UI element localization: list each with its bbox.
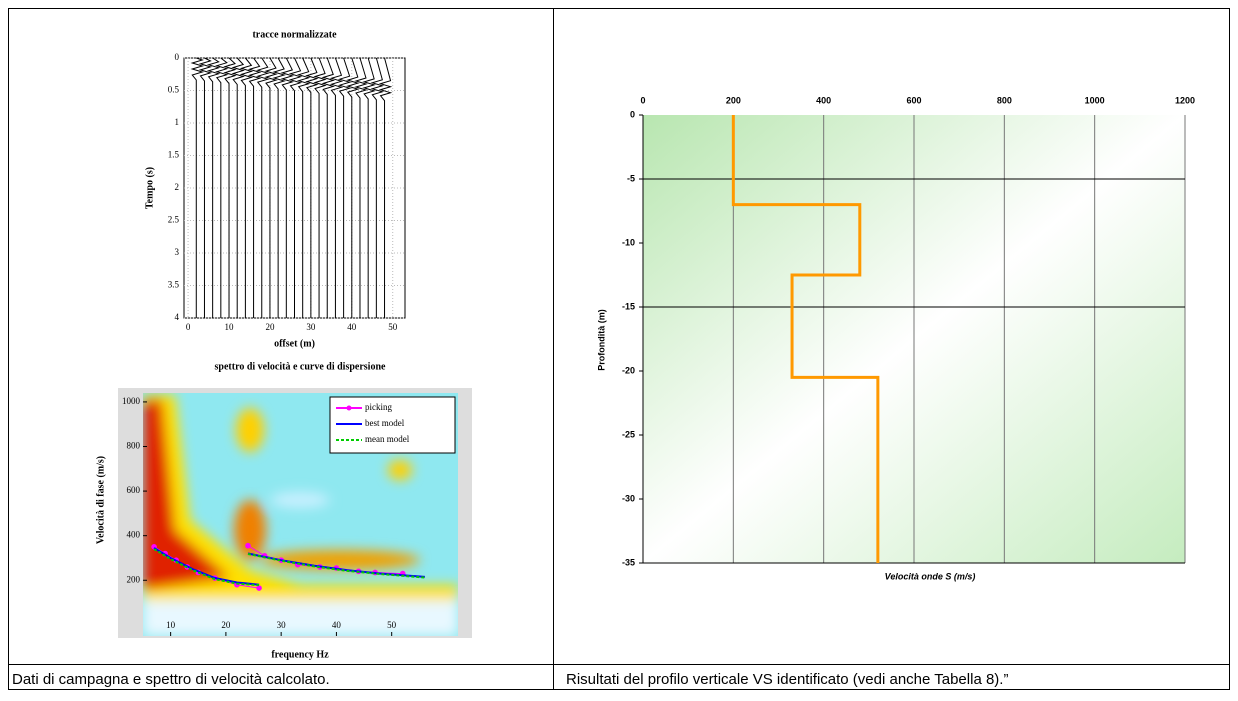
y-tick-label: 2 <box>175 182 180 192</box>
x-tick-label: 20 <box>221 620 231 630</box>
point <box>256 585 262 591</box>
y-tick-label: 800 <box>127 441 141 451</box>
y-tick-label: 3 <box>175 247 180 257</box>
x-tick-label: 40 <box>332 620 342 630</box>
trace <box>206 57 221 318</box>
trace <box>313 57 327 318</box>
x-tick-label: 30 <box>306 322 316 332</box>
y-tick-label: -35 <box>622 557 635 567</box>
x-tick-label: 10 <box>166 620 176 630</box>
x-axis-label: frequency Hz <box>271 649 329 660</box>
x-tick-label: 400 <box>816 95 831 105</box>
y-tick-label: 4 <box>175 312 180 322</box>
y-tick-label: -20 <box>622 365 635 375</box>
y-tick-label: 0 <box>630 109 635 119</box>
trace <box>280 57 295 318</box>
caption: Dati di campagna e spettro di velocità c… <box>12 671 330 688</box>
trace <box>378 57 393 318</box>
y-tick-label: 600 <box>127 485 141 495</box>
x-tick-label: 0 <box>186 322 191 332</box>
table-border <box>8 8 1230 690</box>
trace <box>337 57 352 318</box>
x-tick-label: 50 <box>388 322 398 332</box>
x-tick-label: 600 <box>906 95 921 105</box>
trace <box>190 57 205 318</box>
trace <box>247 57 262 318</box>
x-tick-label: 40 <box>347 322 357 332</box>
trace <box>239 57 254 318</box>
trace <box>198 57 213 318</box>
y-tick-label: 1000 <box>122 396 141 406</box>
trace <box>346 57 360 318</box>
x-tick-label: 1200 <box>1175 95 1195 105</box>
y-axis-label: Tempo (s) <box>144 167 155 209</box>
x-tick-label: 800 <box>997 95 1012 105</box>
y-tick-label: 400 <box>127 530 141 540</box>
trace <box>370 57 385 318</box>
trace <box>288 57 303 318</box>
legend-marker <box>346 405 352 411</box>
point <box>245 542 251 549</box>
trace <box>305 57 319 318</box>
trace <box>215 57 229 318</box>
line <box>153 548 425 587</box>
trace <box>329 57 344 318</box>
y-tick-label: 2.5 <box>168 215 180 225</box>
profile-line <box>731 115 880 563</box>
x-axis-label: offset (m) <box>274 338 315 349</box>
y-tick-label: -15 <box>622 301 635 311</box>
trace <box>223 57 237 318</box>
trace <box>296 57 311 318</box>
x-tick-label: 20 <box>265 322 275 332</box>
x-tick-label: 10 <box>225 322 235 332</box>
trace <box>264 57 278 318</box>
y-tick-label: -10 <box>622 237 635 247</box>
x-tick-label: 50 <box>387 620 397 630</box>
y-axis-label: Profondità (m) <box>596 309 606 371</box>
y-tick-label: 200 <box>127 574 141 584</box>
chart-title: spettro di velocità e curve di dispersio… <box>215 361 386 372</box>
y-tick-label: 1.5 <box>168 150 180 160</box>
x-tick-label: 30 <box>277 620 287 630</box>
trace <box>321 57 335 318</box>
y-tick-label: -25 <box>622 429 635 439</box>
trace <box>362 57 376 318</box>
y-tick-label: 3.5 <box>168 280 180 290</box>
y-tick-label: -5 <box>627 173 635 183</box>
y-tick-label: -30 <box>622 493 635 503</box>
x-tick-label: 0 <box>640 95 645 105</box>
legend-label: mean model <box>365 434 410 444</box>
x-tick-label: 1000 <box>1085 95 1105 105</box>
y-tick-label: 0 <box>175 52 180 62</box>
y-axis-label: Velocità di fase (m/s) <box>95 456 106 544</box>
y-tick-label: 1 <box>175 117 180 127</box>
trace <box>354 57 368 318</box>
chart-title: tracce normalizzate <box>252 29 337 40</box>
caption: Risultati del profilo verticale VS ident… <box>566 671 1008 688</box>
trace <box>256 57 270 318</box>
x-axis-label: Velocità onde S (m/s) <box>885 571 976 581</box>
legend-label: picking <box>365 402 392 412</box>
trace <box>231 57 245 318</box>
x-tick-label: 200 <box>726 95 741 105</box>
y-tick-label: 0.5 <box>168 85 180 95</box>
legend-label: best model <box>365 418 405 428</box>
trace <box>272 57 286 318</box>
